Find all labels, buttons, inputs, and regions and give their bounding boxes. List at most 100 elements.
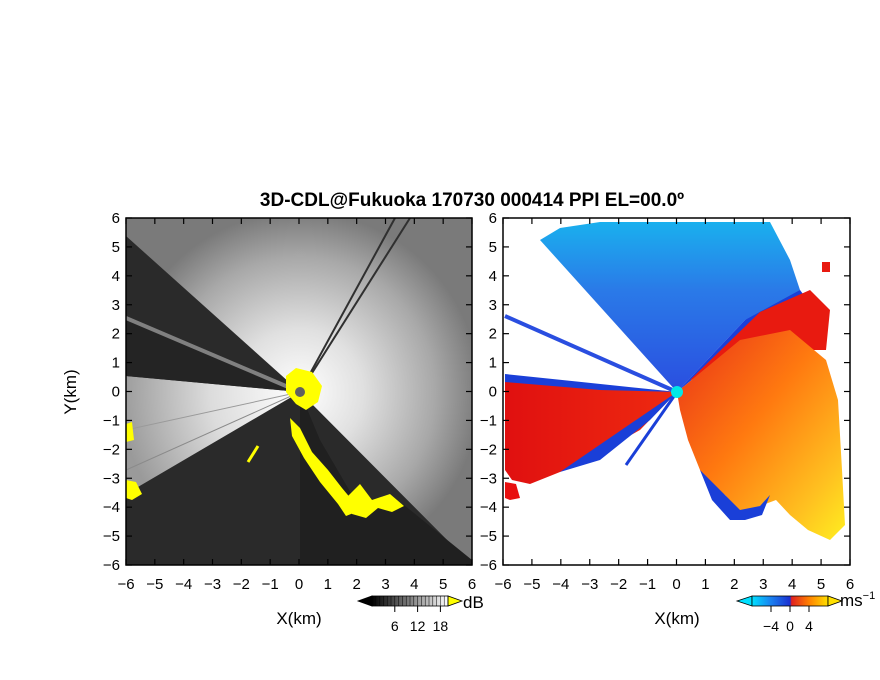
right-colorbar-unit: ms−1 bbox=[840, 590, 875, 610]
left-x-tick-label: 5 bbox=[439, 576, 447, 593]
left-x-tick-label: −3 bbox=[204, 576, 221, 593]
left-yellow-west-1 bbox=[126, 422, 134, 442]
left-colorbar-over-triangle bbox=[447, 595, 464, 607]
right-x-tick-label: −5 bbox=[523, 576, 540, 593]
right-colorbar-tick-label: 4 bbox=[805, 618, 813, 634]
left-colorbar-unit: dB bbox=[463, 593, 484, 612]
right-y-tick-label: 2 bbox=[489, 326, 497, 343]
right-y-tick-label: −2 bbox=[480, 441, 497, 458]
left-echo-west-sector bbox=[126, 376, 300, 494]
left-beam-line-2 bbox=[299, 218, 396, 393]
right-blue-west-border-top bbox=[505, 374, 677, 392]
right-blue-southwest-edge bbox=[700, 470, 770, 520]
right-colorbar-unit-exponent: −1 bbox=[863, 590, 876, 602]
right-y-tick-label: −5 bbox=[480, 528, 497, 545]
left-y-axis-label: Y(km) bbox=[61, 369, 80, 414]
left-y-tick-label: 6 bbox=[112, 210, 120, 227]
right-x-tick-label: −4 bbox=[552, 576, 569, 593]
right-x-axis-label: X(km) bbox=[654, 609, 699, 628]
left-beam-line-1 bbox=[126, 316, 301, 394]
left-colorbar: 6 12 18 dB bbox=[356, 593, 484, 634]
left-x-tick-label: 1 bbox=[324, 576, 332, 593]
left-yellow-south-edge bbox=[290, 418, 356, 516]
left-x-tick-label: 0 bbox=[295, 576, 303, 593]
right-y-tick-label: 0 bbox=[489, 384, 497, 401]
left-x-tick-label: −5 bbox=[146, 576, 163, 593]
right-y-tick-label: −4 bbox=[480, 499, 497, 516]
left-echo-main-sector bbox=[126, 218, 472, 565]
left-x-tick-label: −6 bbox=[117, 576, 134, 593]
right-blue-west-border-bottom bbox=[560, 392, 677, 472]
right-y-tick-label: 5 bbox=[489, 239, 497, 256]
left-yellow-southeast bbox=[344, 484, 404, 518]
right-colorbar-tick-label: 0 bbox=[786, 618, 794, 634]
right-colorbar-gradient bbox=[751, 595, 829, 607]
left-y-tick-label: −4 bbox=[103, 499, 120, 516]
left-y-tick-label: −6 bbox=[103, 557, 120, 574]
left-x-tick-label: 2 bbox=[352, 576, 360, 593]
right-x-tick-label: 6 bbox=[846, 576, 854, 593]
right-y-tick-label: 6 bbox=[489, 210, 497, 227]
left-x-tick-label: −4 bbox=[175, 576, 192, 593]
left-beam-line-4 bbox=[126, 391, 301, 431]
right-x-tick-label: 4 bbox=[788, 576, 796, 593]
left-yellow-streak bbox=[246, 445, 260, 463]
right-y-tick-label: 1 bbox=[489, 355, 497, 372]
chart-title: 3D-CDL@Fukuoka 170730 000414 PPI EL=00.0… bbox=[260, 190, 684, 211]
right-colorbar-ticks: −4 0 4 bbox=[763, 606, 813, 634]
right-red-clutter-southwest bbox=[505, 482, 520, 500]
left-yellow-west-2 bbox=[126, 480, 142, 500]
right-plot-area bbox=[503, 218, 850, 565]
left-y-tick-label: 1 bbox=[112, 355, 120, 372]
right-red-west-sector bbox=[505, 376, 677, 484]
left-x-axis-label: X(km) bbox=[276, 609, 321, 628]
left-y-tick-label: −2 bbox=[103, 441, 120, 458]
left-plot-area bbox=[126, 218, 472, 565]
right-y-tick-label: −6 bbox=[480, 557, 497, 574]
right-x-tick-label: 5 bbox=[817, 576, 825, 593]
right-y-tick-label: −1 bbox=[480, 412, 497, 429]
left-colorbar-tick-label: 12 bbox=[410, 618, 426, 634]
left-x-tick-label: −2 bbox=[233, 576, 250, 593]
left-y-tick-label: −1 bbox=[103, 412, 120, 429]
right-y-tick-label: −3 bbox=[480, 470, 497, 487]
left-y-tick-label: 2 bbox=[112, 326, 120, 343]
left-y-tick-label: 3 bbox=[112, 297, 120, 314]
left-axis-ticks: −6 −5 −4 −3 −2 −1 0 1 2 3 4 5 6 −6 −5 −4 −3 −2 −1 0 1 2 3 4 5 6 bbox=[103, 210, 476, 593]
left-x-tick-label: 6 bbox=[468, 576, 476, 593]
left-colorbar-under-triangle bbox=[356, 595, 373, 607]
right-colorbar-unit-base: ms bbox=[840, 591, 863, 610]
right-x-tick-label: 0 bbox=[672, 576, 680, 593]
left-y-tick-label: 0 bbox=[112, 384, 120, 401]
right-colorbar-tick-label: −4 bbox=[763, 618, 779, 634]
right-x-tick-label: −2 bbox=[610, 576, 627, 593]
right-colorbar: −4 0 4 ms−1 bbox=[735, 590, 875, 634]
left-colorbar-tick-label: 18 bbox=[433, 618, 449, 634]
left-colorbar-tick-label: 6 bbox=[391, 618, 399, 634]
left-beam-line-3 bbox=[299, 218, 411, 393]
right-colorbar-under-triangle bbox=[735, 595, 753, 607]
right-warm-southeast bbox=[677, 330, 845, 540]
right-red-clutter-east bbox=[822, 262, 830, 272]
right-y-tick-label: 3 bbox=[489, 297, 497, 314]
right-x-tick-label: 3 bbox=[759, 576, 767, 593]
left-dark-southeast bbox=[300, 392, 472, 565]
right-x-tick-label: −1 bbox=[639, 576, 656, 593]
right-blue-sector bbox=[540, 222, 800, 392]
right-x-tick-label: 2 bbox=[730, 576, 738, 593]
right-colorbar-over-triangle bbox=[827, 595, 844, 607]
left-colorbar-ticks: 6 12 18 bbox=[371, 596, 449, 634]
right-x-tick-label: 1 bbox=[701, 576, 709, 593]
right-radar-site-marker bbox=[671, 386, 683, 398]
right-x-tick-label: −6 bbox=[494, 576, 511, 593]
left-radar-site-marker bbox=[295, 387, 305, 397]
right-x-tick-label: −3 bbox=[581, 576, 598, 593]
right-axis-ticks: −6 −5 −4 −3 −2 −1 0 1 2 3 4 5 6 −6 −5 −4 −3 −2 −1 0 1 2 3 4 5 6 bbox=[480, 210, 854, 593]
left-y-tick-label: −5 bbox=[103, 528, 120, 545]
right-southwest-streak bbox=[624, 391, 679, 466]
left-x-tick-label: 3 bbox=[381, 576, 389, 593]
left-x-tick-label: −1 bbox=[262, 576, 279, 593]
left-y-tick-label: −3 bbox=[103, 470, 120, 487]
left-y-tick-label: 4 bbox=[112, 268, 120, 285]
